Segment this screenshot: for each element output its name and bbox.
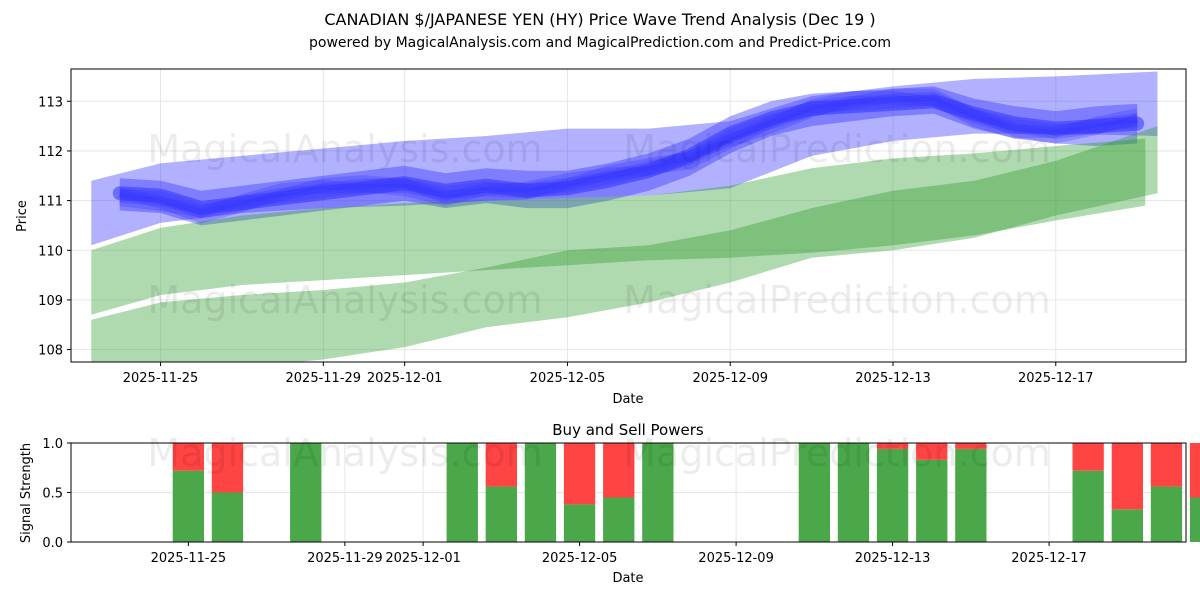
- price-plot-ticks: 2025-11-25 2025-11-29 2025-12-01 2025-12-05…: [38, 95, 1093, 386]
- price-x-tick-label: 2025-11-25: [123, 371, 199, 386]
- sell-bar: [876, 443, 909, 449]
- buy-bar: [916, 459, 948, 542]
- watermark-text: MagicalAnalysis.com: [147, 127, 542, 171]
- signal-x-tick-label: 2025-12-05: [542, 551, 618, 566]
- signal-bars: [172, 443, 1200, 542]
- sell-bar: [563, 443, 596, 505]
- sell-bar: [172, 443, 204, 471]
- price-plot-frame: [70, 68, 1187, 363]
- buy-bar: [485, 486, 517, 542]
- price-x-tick-label: 2025-12-05: [530, 371, 606, 386]
- signal-y-tick-label: 0.5: [42, 487, 63, 502]
- buy-bar: [290, 443, 322, 542]
- price-y-tick-label: 111: [38, 195, 63, 210]
- buy-bar: [837, 443, 870, 542]
- chart-subtitle: powered by MagicalAnalysis.com and Magic…: [309, 35, 891, 51]
- signal-chart-title: Buy and Sell Powers: [552, 421, 704, 439]
- buy-bar: [1111, 509, 1143, 542]
- signal-plot-ticks: 2025-11-25 2025-11-29 2025-12-01 2025-12-05…: [42, 437, 1087, 566]
- sell-bar: [603, 443, 635, 498]
- sell-bar: [1150, 443, 1183, 487]
- buy-bar: [1072, 470, 1104, 542]
- buy-bar: [524, 443, 557, 542]
- green-band-lower: [91, 126, 1158, 362]
- blue-trend-line: [112, 94, 1145, 216]
- price-wave-bands: [91, 71, 1158, 362]
- blue-band-wide: [91, 71, 1158, 246]
- price-x-tick-label: 2025-12-09: [692, 371, 768, 386]
- buy-bar: [955, 448, 987, 542]
- signal-x-tick-label: 2025-12-01: [385, 551, 461, 566]
- sell-bar: [955, 443, 987, 449]
- buy-bar: [642, 443, 674, 542]
- green-band-upper: [91, 138, 1146, 315]
- signal-y-axis-label: Signal Strength: [19, 443, 34, 543]
- signal-x-tick-label: 2025-11-29: [307, 551, 383, 566]
- signal-x-tick-label: 2025-12-13: [855, 551, 931, 566]
- price-x-tick-label: 2025-12-17: [1018, 371, 1094, 386]
- buy-bar: [563, 504, 596, 542]
- watermark-text: MagicalPrediction.com: [623, 127, 1051, 171]
- signal-y-tick-label: 0.0: [42, 536, 63, 551]
- signal-x-tick-label: 2025-12-17: [1011, 551, 1087, 566]
- watermark-text: MagicalAnalysis.com: [147, 278, 542, 322]
- price-x-axis-label: Date: [612, 392, 643, 407]
- sell-bar: [485, 443, 517, 487]
- buy-bar: [211, 492, 244, 542]
- watermark-text: MagicalAnalysis.com: [147, 431, 542, 475]
- price-x-tick-label: 2025-12-01: [367, 371, 443, 386]
- buy-bar: [603, 497, 635, 542]
- chart-title: CANADIAN $/JAPANESE YEN (HY) Price Wave …: [324, 10, 875, 29]
- price-x-tick-label: 2025-11-29: [286, 371, 362, 386]
- sell-bar: [1189, 443, 1200, 498]
- signal-x-tick-label: 2025-12-09: [698, 551, 774, 566]
- sell-bar: [916, 443, 948, 460]
- watermark-text: MagicalPrediction.com: [623, 431, 1051, 475]
- buy-bar: [1150, 486, 1183, 542]
- watermark-text: MagicalPrediction.com: [623, 278, 1051, 322]
- price-y-tick-label: 110: [38, 244, 63, 259]
- watermarks: MagicalAnalysis.com MagicalPrediction.com…: [147, 127, 1050, 475]
- buy-bar: [798, 443, 830, 542]
- price-y-axis-label: Price: [15, 200, 30, 232]
- price-x-tick-label: 2025-12-13: [855, 371, 931, 386]
- sell-bar: [1072, 443, 1104, 471]
- buy-bar: [172, 470, 204, 542]
- price-y-tick-label: 108: [38, 344, 63, 359]
- signal-x-tick-label: 2025-11-25: [151, 551, 227, 566]
- buy-bar: [876, 448, 909, 542]
- price-y-tick-label: 109: [38, 294, 63, 309]
- signal-y-tick-label: 1.0: [42, 437, 63, 452]
- signal-x-axis-label: Date: [612, 571, 643, 586]
- buy-bar: [446, 443, 478, 542]
- price-bands-clip: [91, 71, 1158, 362]
- sell-bar: [1111, 443, 1143, 510]
- price-y-tick-label: 112: [38, 145, 63, 160]
- sell-bar: [211, 443, 244, 493]
- buy-bar: [1189, 497, 1200, 542]
- price-y-tick-label: 113: [38, 95, 63, 110]
